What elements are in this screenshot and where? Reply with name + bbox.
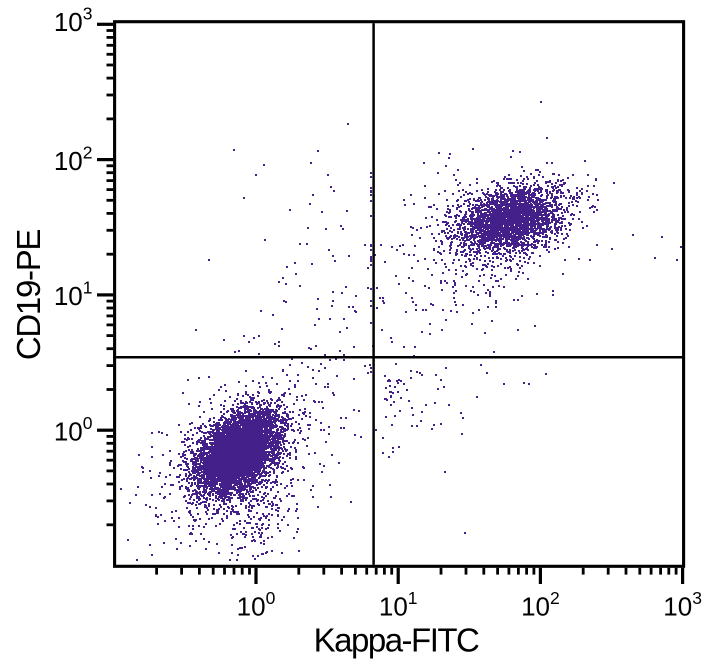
svg-text:Kappa-FITC: Kappa-FITC <box>314 622 479 659</box>
svg-text:102: 102 <box>521 588 560 622</box>
svg-text:101: 101 <box>379 588 418 622</box>
svg-text:CD19-PE: CD19-PE <box>10 230 47 361</box>
